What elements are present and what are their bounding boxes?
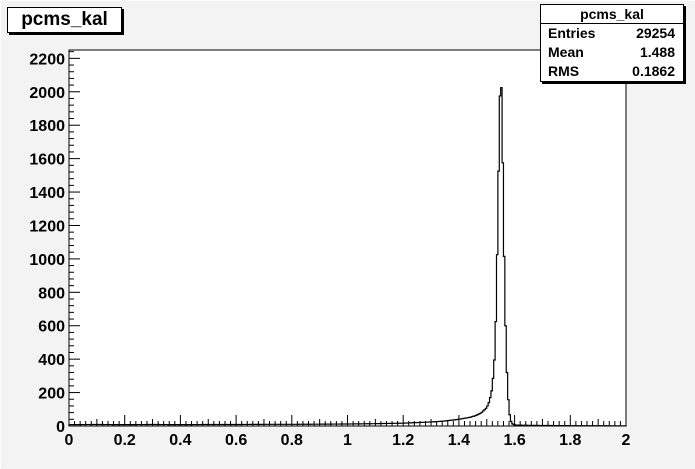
y-tick-label: 1600 <box>29 152 65 169</box>
plot-frame <box>68 49 627 427</box>
stats-value: 1.488 <box>639 44 675 60</box>
y-tick-label: 0 <box>56 419 65 436</box>
histogram-series <box>68 87 627 427</box>
x-tick-label: 1.2 <box>392 432 414 449</box>
stats-label: RMS <box>548 63 580 79</box>
stats-row-rms: RMS 0.1862 <box>541 62 683 81</box>
stats-box: pcms_kal Entries 29254 Mean 1.488 RMS 0.… <box>540 4 684 82</box>
x-tick-label: 2 <box>622 432 631 449</box>
x-tick-label: 0.4 <box>169 432 191 449</box>
x-tick-label: 0 <box>65 432 74 449</box>
y-tick-label: 1200 <box>29 218 65 235</box>
y-tick-label: 400 <box>38 352 65 369</box>
histogram-title: pcms_kal <box>7 7 122 33</box>
y-tick-label: 1800 <box>29 118 65 135</box>
stats-value: 29254 <box>636 25 675 41</box>
stats-row-entries: Entries 29254 <box>541 24 683 43</box>
x-tick-label: 1.6 <box>503 432 525 449</box>
x-tick-label: 1.8 <box>559 432 581 449</box>
stats-label: Mean <box>548 44 584 60</box>
x-tick-label: 1.4 <box>448 432 470 449</box>
y-tick-label: 2200 <box>29 51 65 68</box>
stats-value: 0.1862 <box>632 63 675 79</box>
y-tick-label: 1000 <box>29 252 65 269</box>
y-tick-label: 1400 <box>29 185 65 202</box>
x-tick-label: 0.8 <box>281 432 303 449</box>
y-tick-label: 2000 <box>29 85 65 102</box>
y-tick-label: 200 <box>38 386 65 403</box>
stats-label: Entries <box>548 25 596 41</box>
y-tick-label: 600 <box>38 319 65 336</box>
stats-title: pcms_kal <box>541 5 683 24</box>
x-tick-label: 0.2 <box>114 432 136 449</box>
x-tick-label: 1 <box>343 432 352 449</box>
y-tick-label: 800 <box>38 285 65 302</box>
stats-row-mean: Mean 1.488 <box>541 43 683 62</box>
x-tick-label: 0.6 <box>225 432 247 449</box>
